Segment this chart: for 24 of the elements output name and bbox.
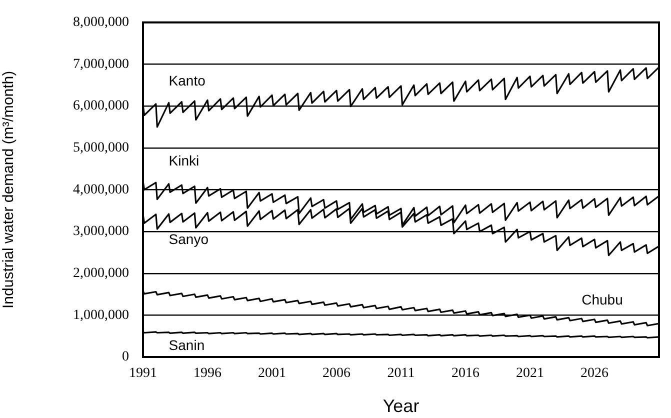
y-tick-label: 7,000,000 bbox=[73, 56, 129, 72]
x-tick-label: 2001 bbox=[258, 366, 286, 382]
y-tick-label: 6,000,000 bbox=[73, 98, 129, 114]
x-tick-label: 2026 bbox=[580, 366, 608, 382]
y-tick-label: 1,000,000 bbox=[73, 308, 129, 323]
y-tick-label: 8,000,000 bbox=[73, 15, 129, 30]
series-label: Chubu bbox=[582, 291, 623, 308]
y-axis-title: Industrial water demand (m³/month) bbox=[0, 70, 18, 308]
y-tick-label: 4,000,000 bbox=[73, 182, 129, 198]
x-tick-label: 1991 bbox=[129, 366, 157, 382]
series-label: Sanin bbox=[168, 337, 205, 354]
y-tick-label: 0 bbox=[122, 350, 129, 365]
y-tick-label: 5,000,000 bbox=[73, 140, 129, 156]
x-tick-label: 2006 bbox=[322, 366, 350, 382]
series-label: Sanyo bbox=[168, 230, 209, 247]
y-tick-label: 2,000,000 bbox=[73, 266, 129, 282]
series-label: Kinki bbox=[168, 152, 200, 169]
y-tick-label: 3,000,000 bbox=[73, 224, 129, 240]
x-tick-label: 2011 bbox=[387, 366, 415, 382]
x-tick-label: 1996 bbox=[194, 366, 222, 382]
x-tick-label: 2021 bbox=[516, 366, 544, 382]
x-tick-label: 2016 bbox=[452, 366, 480, 382]
x-axis-title: Year bbox=[382, 396, 420, 416]
series-label: Kanto bbox=[168, 72, 206, 89]
